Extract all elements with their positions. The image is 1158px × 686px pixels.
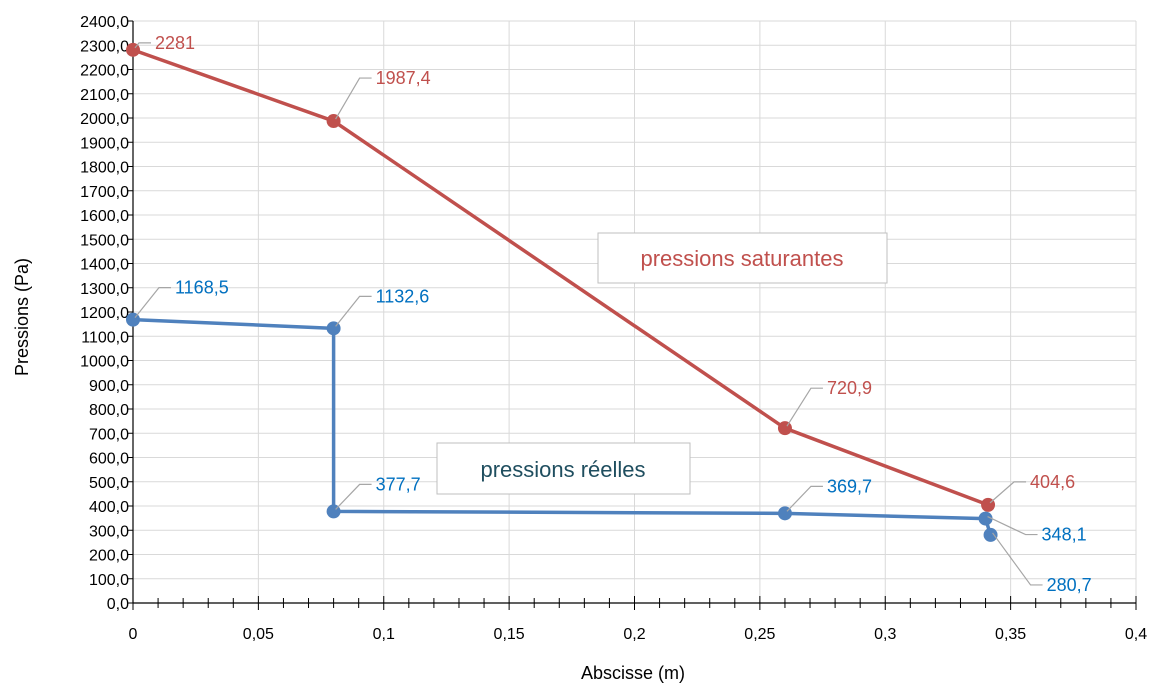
annotation-reelles-box: [436, 442, 691, 495]
leader-line: [989, 481, 1027, 504]
data-label: 369,7: [827, 476, 872, 496]
y-tick-label: 1000,0: [80, 354, 129, 371]
data-label: 1168,5: [175, 278, 229, 298]
data-label: 348,1: [1042, 525, 1087, 545]
y-tick-label: 2100,0: [80, 87, 129, 104]
leader-line: [134, 42, 151, 49]
y-tick-label: 1100,0: [81, 329, 129, 346]
y-tick-label: 500,0: [89, 475, 129, 492]
y-tick-label: 1900,0: [80, 135, 129, 152]
axes: 0,0 100,0 200,0 300,0 400,0 500,0 600,0 700,0 80…: [80, 14, 1147, 643]
y-tick-label: 900,0: [89, 378, 129, 395]
data-label: 377,7: [376, 474, 421, 494]
y-tick-label: 100,0: [89, 572, 129, 589]
y-tick-label: 700,0: [89, 426, 129, 443]
y-tick-label: 400,0: [89, 499, 129, 516]
annotation-saturantes-box: [597, 232, 888, 284]
y-tick-label: 300,0: [89, 523, 129, 540]
y-tick-label: 1700,0: [80, 184, 129, 201]
y-tick-label: 1500,0: [80, 232, 129, 249]
series-line-0: [132, 48, 989, 507]
x-tick-label: 0,15: [494, 626, 525, 643]
annotation-reelles: pressions réelles: [436, 442, 691, 495]
y-tick-label: 800,0: [89, 402, 129, 419]
x-tick-label: 0,05: [243, 626, 274, 643]
y-tick-label: 2300,0: [80, 38, 129, 55]
data-label: 404,6: [1030, 472, 1075, 492]
leader-line: [134, 287, 171, 319]
y-tick-label: 0,0: [107, 596, 129, 613]
annotation-saturantes-text: pressions saturantes: [641, 246, 844, 271]
y-tick-label: 2200,0: [80, 63, 129, 80]
y-axis-title: Pressions (Pa): [12, 258, 32, 376]
x-axis-title: Abscisse (m): [581, 663, 685, 683]
data-point: [777, 421, 792, 436]
leader-line: [335, 295, 372, 327]
leader-line: [992, 532, 1043, 586]
leader-line: [987, 516, 1038, 536]
leader-line: [786, 485, 823, 512]
data-label: 280,7: [1047, 575, 1092, 595]
annotation-reelles-text: pressions réelles: [480, 457, 645, 482]
y-tick-label: 1300,0: [80, 281, 129, 298]
data-labels: 2281 1987,4 720,9 404,6 1168,5 1132,6 377,7 369…: [134, 33, 1092, 595]
x-tick-label: 0,3: [874, 626, 896, 643]
y-tick-label: 200,0: [89, 548, 129, 565]
y-tick-label: 2400,0: [80, 14, 129, 31]
data-label: 1987,4: [376, 68, 431, 88]
x-tick-label: 0,2: [623, 626, 645, 643]
leader-line: [335, 483, 372, 510]
x-tick-label: 0: [129, 626, 138, 643]
x-tick-label: 0,25: [744, 626, 775, 643]
data-label: 2281: [155, 33, 195, 53]
y-tick-label: 2000,0: [80, 111, 129, 128]
annotation-saturantes: pressions saturantes: [597, 232, 888, 284]
y-tick-label: 1400,0: [80, 257, 129, 274]
x-tick-label: 0,35: [995, 626, 1026, 643]
x-tick-label: 0,1: [373, 626, 395, 643]
leader-line: [786, 387, 823, 427]
data-label: 1132,6: [376, 286, 430, 306]
y-tick-label: 1200,0: [80, 305, 129, 322]
data-label: 720,9: [827, 378, 872, 398]
y-tick-label: 1600,0: [80, 208, 129, 225]
data-point: [983, 527, 998, 542]
y-tick-label: 600,0: [89, 451, 129, 468]
data-point: [326, 114, 341, 129]
leader-line: [335, 77, 372, 120]
series-line-1: [132, 317, 993, 536]
data-point: [978, 511, 993, 526]
x-tick-label: 0,4: [1125, 626, 1147, 643]
y-tick-label: 1800,0: [80, 160, 129, 177]
